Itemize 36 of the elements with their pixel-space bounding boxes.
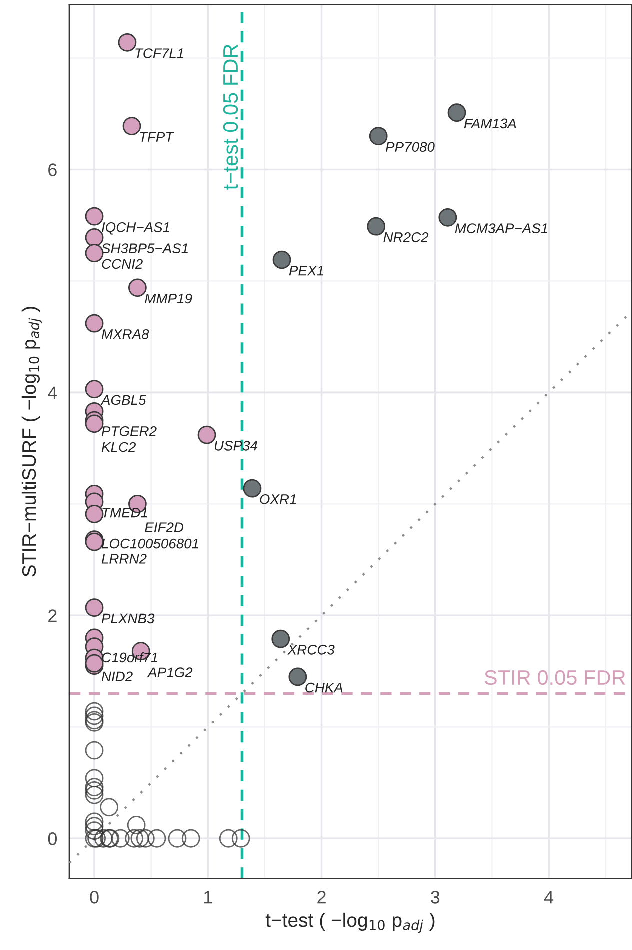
y-tick-label: 6 bbox=[48, 164, 57, 176]
annotation: FAM13A bbox=[464, 118, 516, 129]
annotation: IQCH−AS1 bbox=[102, 222, 170, 235]
annotation: AP1G2 bbox=[147, 668, 193, 678]
annotation: CHKA bbox=[306, 682, 343, 693]
annotation: PEX1 bbox=[289, 266, 324, 276]
annotation: LRRN2 bbox=[102, 554, 147, 564]
annotation: XRCC3 bbox=[288, 644, 335, 655]
annotation: TCF7L1 bbox=[136, 48, 184, 58]
y-tick-label: 4 bbox=[48, 386, 58, 400]
annotation: SH3BP5−AS1 bbox=[102, 244, 188, 254]
annotation: EIF2D bbox=[145, 522, 184, 532]
annotation: PTGER2 bbox=[102, 426, 157, 436]
y-tick-label: 0 bbox=[48, 832, 58, 846]
annotation: MMP19 bbox=[145, 294, 192, 304]
ref-line-label: t−test 0.05 FDR bbox=[223, 44, 238, 190]
x-tick-label: 3 bbox=[431, 891, 440, 904]
annotation: KLC2 bbox=[102, 442, 136, 452]
y-axis-title: STIR−multiSURF ( −log$_{10}$ p$_{adj}$ ) bbox=[22, 307, 42, 577]
annotation: TFPT bbox=[140, 132, 174, 142]
ref-line-label: STIR 0.05 FDR bbox=[484, 670, 626, 686]
x-tick-label: 0 bbox=[90, 891, 99, 904]
annotation: MXRA8 bbox=[102, 330, 150, 340]
annotation: CCNI2 bbox=[102, 259, 143, 270]
x-tick-label: 2 bbox=[318, 891, 326, 904]
annotation: MCM3AP−AS1 bbox=[455, 224, 548, 234]
x-tick-label: 1 bbox=[204, 891, 212, 904]
y-tick-label: 2 bbox=[48, 610, 57, 622]
annotation: PP7080 bbox=[386, 142, 435, 152]
annotation: AGBL5 bbox=[100, 395, 146, 406]
x-axis-title: t−test ( −log$_{10}$ p$_{adj}$ ) bbox=[266, 912, 435, 934]
annotation: OXR1 bbox=[260, 494, 296, 504]
annotation: PLXNB3 bbox=[102, 614, 155, 624]
annotation: NR2C2 bbox=[384, 232, 429, 242]
x-tick-label: 4 bbox=[544, 891, 554, 904]
annotation: NID2 bbox=[102, 672, 133, 682]
